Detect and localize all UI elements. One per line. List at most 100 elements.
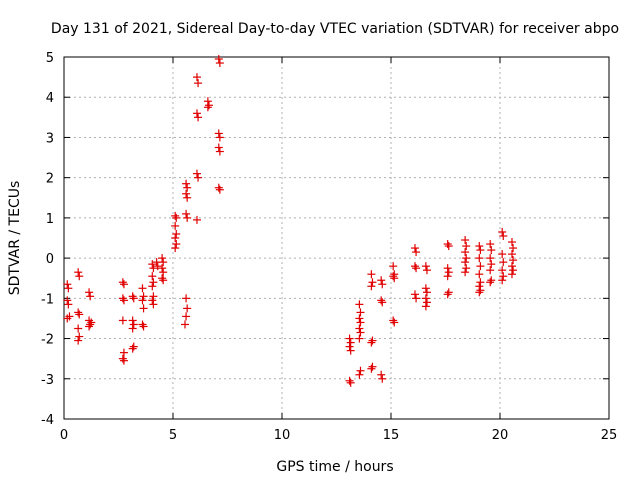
data-point	[461, 258, 470, 267]
data-point	[215, 185, 224, 194]
data-point	[214, 129, 223, 138]
data-point	[377, 296, 386, 305]
data-point	[159, 268, 168, 277]
data-point	[74, 336, 83, 345]
data-point	[509, 244, 518, 253]
data-point	[487, 276, 496, 285]
data-point	[486, 278, 495, 287]
data-point	[139, 292, 148, 301]
data-point	[486, 254, 495, 263]
data-point	[499, 272, 508, 281]
data-point	[64, 284, 73, 293]
data-point	[476, 278, 485, 287]
data-point	[119, 296, 128, 305]
data-point	[461, 236, 470, 245]
x-tick-label: 25	[601, 428, 618, 443]
data-point	[75, 310, 84, 319]
chart-title: Day 131 of 2021, Sidereal Day-to-day VTE…	[51, 21, 619, 37]
data-point	[421, 302, 430, 311]
data-point	[87, 318, 96, 327]
data-point	[486, 240, 495, 249]
data-point	[345, 342, 354, 351]
data-point	[421, 284, 430, 293]
data-point	[214, 183, 223, 192]
data-point	[119, 356, 128, 365]
data-point	[421, 262, 430, 271]
data-point	[153, 262, 162, 271]
data-point	[389, 316, 398, 325]
data-point	[378, 374, 387, 383]
data-point	[444, 268, 453, 277]
data-point	[367, 282, 376, 291]
data-point	[139, 322, 148, 331]
data-point	[378, 280, 387, 289]
data-point	[129, 294, 138, 303]
data-point	[192, 215, 201, 224]
data-point	[129, 320, 138, 329]
x-axis-title: GPS time / hours	[276, 459, 393, 475]
data-point	[118, 278, 127, 287]
y-tick-label: 2	[46, 172, 54, 187]
data-point	[172, 240, 181, 249]
data-point	[410, 290, 419, 299]
data-point	[499, 258, 508, 267]
data-point	[498, 266, 507, 275]
data-point	[390, 318, 399, 327]
y-tick-label: 0	[46, 252, 54, 267]
data-point	[182, 294, 191, 303]
data-point	[194, 79, 203, 88]
data-point	[475, 254, 484, 263]
data-point	[118, 294, 127, 303]
x-tick-label: 0	[60, 428, 68, 443]
x-tick-label: 5	[169, 428, 177, 443]
data-point	[367, 364, 376, 373]
data-point	[183, 193, 192, 202]
data-point	[63, 296, 72, 305]
y-tick-label: -2	[41, 333, 54, 348]
data-point	[180, 320, 189, 329]
data-point	[128, 324, 137, 333]
data-point	[74, 268, 83, 277]
data-point	[444, 242, 453, 251]
y-tick-label: -3	[41, 373, 54, 388]
data-point	[346, 346, 355, 355]
data-point	[476, 286, 485, 295]
data-point	[443, 264, 452, 273]
y-tick-label: 4	[46, 91, 54, 106]
data-point	[148, 282, 157, 291]
data-point	[377, 370, 386, 379]
data-point	[214, 143, 223, 152]
data-point	[215, 59, 224, 68]
data-point	[75, 272, 84, 281]
plot-frame	[63, 56, 610, 420]
data-point	[507, 250, 516, 259]
data-point	[158, 264, 167, 273]
data-point	[182, 189, 191, 198]
y-tick-label: 1	[46, 212, 54, 227]
data-point	[476, 262, 485, 271]
y-tick-label: -1	[41, 292, 54, 307]
data-point	[412, 248, 421, 257]
data-point	[128, 344, 137, 353]
data-point	[444, 288, 453, 297]
data-point	[507, 238, 516, 247]
data-point	[462, 254, 471, 263]
data-point	[356, 366, 365, 375]
data-point	[129, 342, 138, 351]
data-point	[138, 296, 147, 305]
data-point	[367, 338, 376, 347]
grid	[64, 57, 609, 419]
data-point	[149, 264, 158, 273]
data-point	[443, 240, 452, 249]
y-tick-label: 5	[46, 51, 54, 66]
data-point	[390, 274, 399, 283]
data-point	[475, 288, 484, 297]
data-point	[203, 103, 212, 112]
data-point	[159, 258, 168, 267]
data-point	[475, 242, 484, 251]
data-point	[421, 294, 430, 303]
data-point	[86, 292, 95, 301]
data-point	[475, 270, 484, 279]
data-point	[509, 256, 518, 265]
